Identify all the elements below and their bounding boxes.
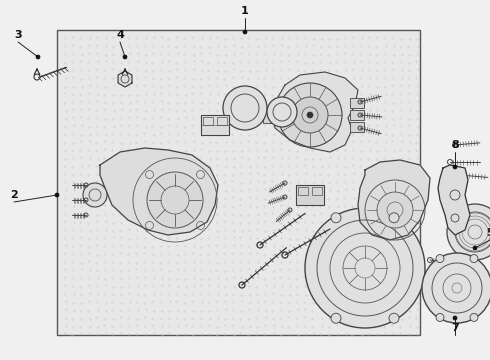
Text: 3: 3 xyxy=(14,30,22,40)
Circle shape xyxy=(447,204,490,260)
Circle shape xyxy=(267,97,297,127)
Circle shape xyxy=(389,213,399,223)
Circle shape xyxy=(223,86,267,130)
Circle shape xyxy=(436,255,444,262)
Bar xyxy=(350,110,364,120)
Circle shape xyxy=(436,314,444,321)
Circle shape xyxy=(389,313,399,323)
Circle shape xyxy=(305,208,425,328)
Circle shape xyxy=(307,112,313,118)
Circle shape xyxy=(377,192,413,228)
Circle shape xyxy=(55,193,59,197)
Bar xyxy=(296,185,324,205)
Bar xyxy=(298,187,308,195)
Text: 5: 5 xyxy=(486,228,490,238)
Bar xyxy=(217,117,227,125)
Circle shape xyxy=(278,83,342,147)
Text: 1: 1 xyxy=(241,6,249,16)
Circle shape xyxy=(470,255,478,262)
Circle shape xyxy=(473,246,477,250)
Circle shape xyxy=(147,172,203,228)
Circle shape xyxy=(36,55,40,59)
Polygon shape xyxy=(118,71,132,87)
Polygon shape xyxy=(100,148,218,235)
Bar xyxy=(57,30,420,335)
Text: 8: 8 xyxy=(451,140,459,150)
Polygon shape xyxy=(272,72,358,152)
Bar xyxy=(201,115,229,135)
Circle shape xyxy=(243,30,247,34)
Circle shape xyxy=(331,313,341,323)
Circle shape xyxy=(422,253,490,323)
Circle shape xyxy=(453,165,457,169)
Circle shape xyxy=(453,316,457,320)
Circle shape xyxy=(331,213,341,223)
Bar xyxy=(312,187,322,195)
Bar xyxy=(203,117,213,125)
Circle shape xyxy=(470,314,478,321)
Polygon shape xyxy=(358,160,430,240)
Text: 7: 7 xyxy=(451,323,459,333)
Bar xyxy=(350,122,364,132)
Polygon shape xyxy=(438,165,470,235)
Circle shape xyxy=(123,55,127,59)
Text: 2: 2 xyxy=(10,190,18,200)
Bar xyxy=(263,107,275,123)
Circle shape xyxy=(83,183,107,207)
Circle shape xyxy=(292,97,328,133)
Bar xyxy=(350,98,364,108)
Text: 4: 4 xyxy=(116,30,124,40)
